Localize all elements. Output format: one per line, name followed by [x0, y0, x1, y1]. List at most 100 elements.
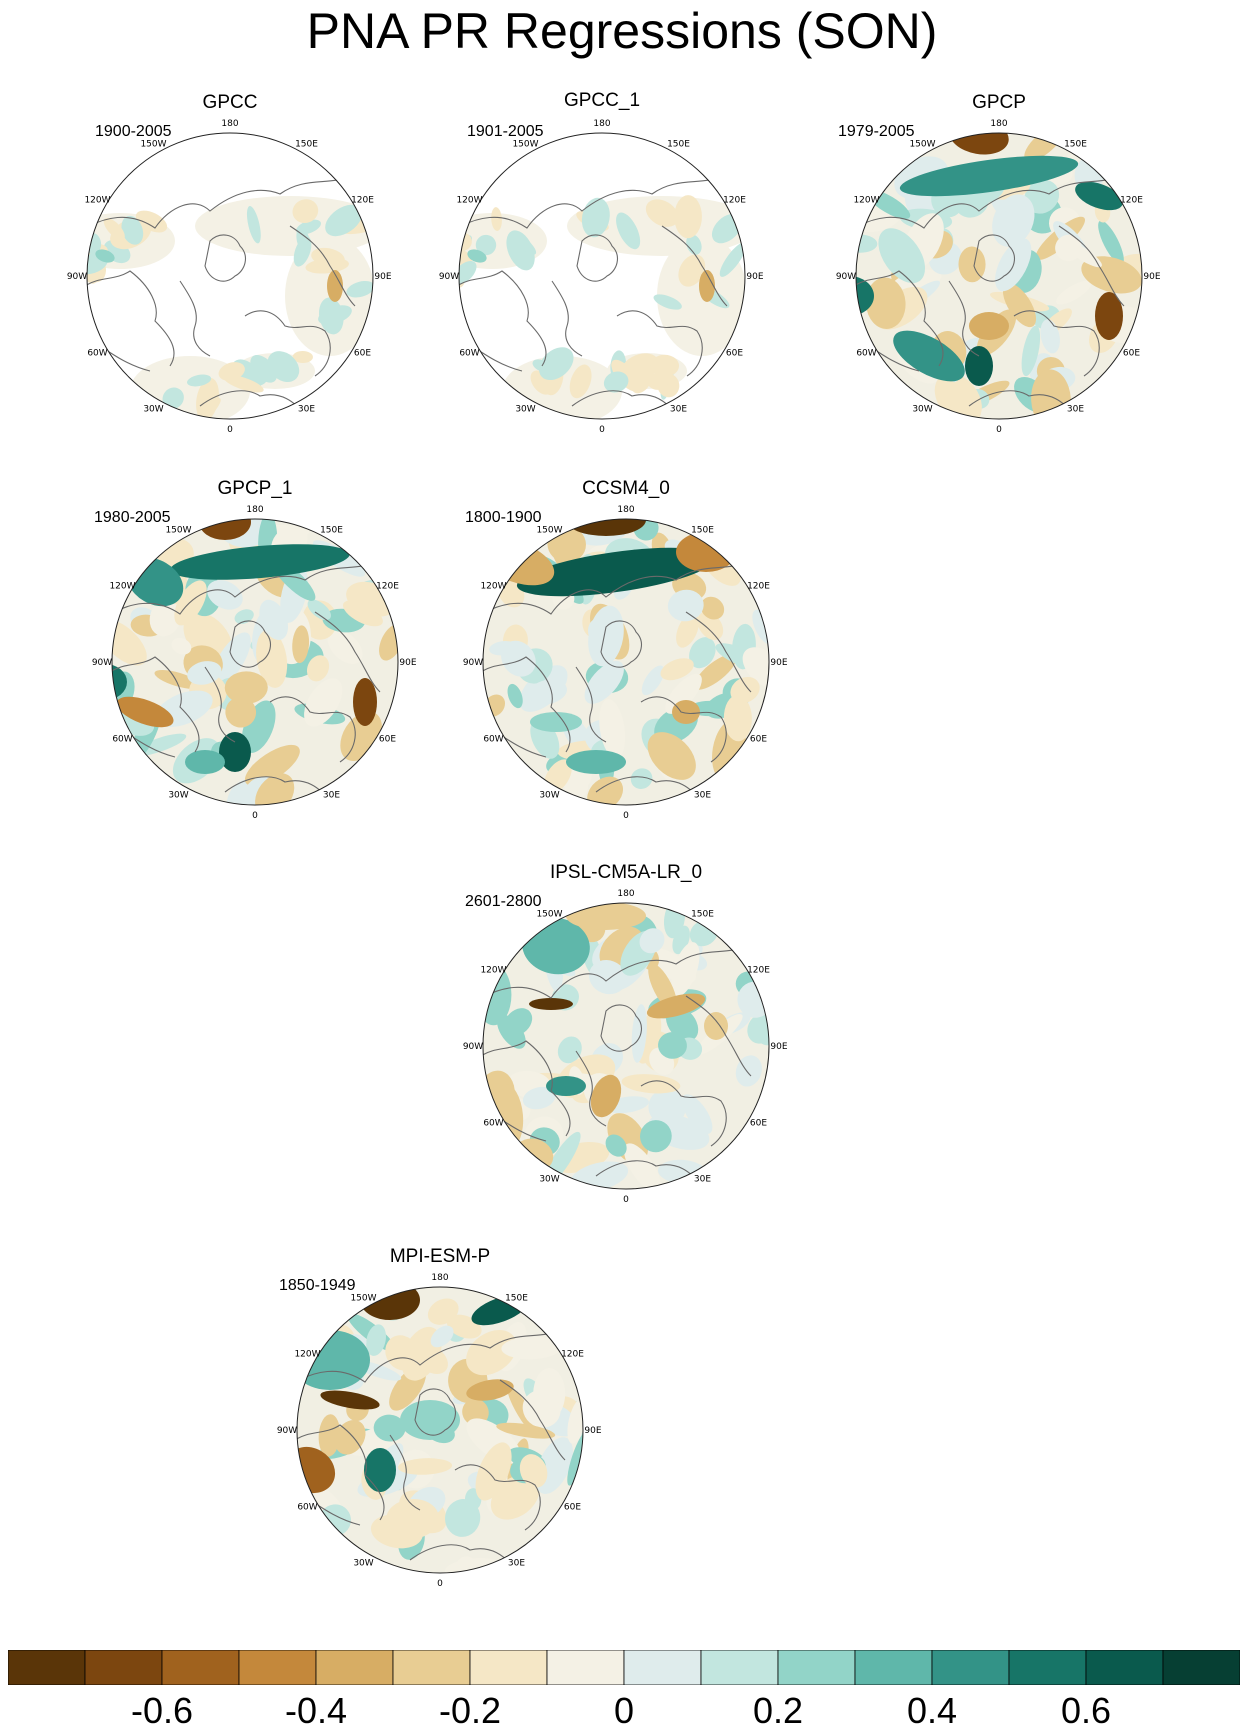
anomaly-patch — [455, 1556, 479, 1573]
longitude-label: 30E — [508, 1559, 525, 1569]
panel-period: 1980-2005 — [94, 509, 171, 526]
longitude-label: 180 — [431, 1273, 448, 1283]
anomaly-patch — [958, 246, 986, 283]
longitude-label: 90W — [836, 272, 856, 282]
longitude-label: 30E — [1067, 405, 1084, 415]
anomaly-patch — [304, 678, 343, 727]
colorbar-tick-label: -0.6 — [130, 1690, 194, 1731]
coastline — [551, 280, 583, 357]
longitude-label: 120E — [723, 196, 746, 206]
panel-period: 1850-1949 — [279, 1277, 356, 1294]
anomaly-patch — [318, 297, 344, 335]
anomaly-patch — [211, 632, 251, 688]
anomaly-patch — [899, 155, 1079, 197]
longitude-label: 30W — [539, 1175, 559, 1185]
anomaly-patch — [185, 750, 225, 774]
longitude-label: 150W — [140, 139, 166, 149]
longitude-label: 30W — [353, 1559, 373, 1569]
anomaly-patch — [256, 629, 288, 688]
coastline — [483, 945, 747, 1002]
anomaly-patch — [730, 676, 760, 704]
longitude-label: 90E — [746, 272, 763, 282]
anomaly-patch — [490, 1474, 540, 1520]
colorbar-swatch — [1085, 1650, 1164, 1685]
longitude-label: 90W — [463, 1042, 483, 1052]
polar-map: 180 150E 120E 90E 60E 30E 0 30W 60W 90W 120W 150W — [836, 119, 1161, 435]
longitude-label: 60E — [726, 349, 743, 359]
anomaly-patch — [1021, 325, 1041, 377]
coastline — [112, 561, 376, 618]
longitude-label: 150W — [536, 525, 562, 535]
anomaly-patch — [103, 218, 125, 240]
anomaly-patch — [674, 195, 702, 239]
panel-title: MPI-ESM-P — [389, 1246, 491, 1267]
map-boundary-circle — [86, 132, 374, 420]
longitude-label: 90E — [399, 658, 416, 668]
panel-period: 2601-2800 — [465, 893, 542, 910]
longitude-label: 30E — [323, 791, 340, 801]
anomaly-patch — [171, 637, 192, 655]
coastline — [576, 234, 618, 282]
map-panel-gpcc: GPCC 1900-2005 180 150E 120E 90E 60E 30E 0 30W 6… — [60, 92, 400, 452]
coastline — [1013, 310, 1100, 377]
longitude-label: 60W — [112, 735, 132, 745]
coastline — [244, 310, 331, 377]
longitude-label: 90E — [770, 658, 787, 668]
anomaly-patch — [507, 683, 523, 709]
anomaly-patch — [373, 1414, 406, 1442]
coastlines — [856, 175, 1125, 417]
anomaly-patch — [557, 1036, 582, 1064]
colorbar-swatch — [84, 1650, 163, 1685]
anomaly-patch — [640, 1120, 672, 1153]
longitude-label: 120W — [456, 196, 482, 206]
longitude-label: 30W — [168, 791, 188, 801]
longitude-label: 60E — [750, 1119, 767, 1129]
anomaly-patch — [704, 1012, 728, 1040]
polar-map: 180 150E 120E 90E 60E 30E 0 30W 60W 90W 120W 150W — [439, 119, 764, 435]
anomaly-patch — [459, 261, 477, 285]
longitude-label: 90E — [1143, 272, 1160, 282]
longitude-label: 90W — [463, 658, 483, 668]
map-boundary-circle — [111, 518, 399, 806]
anomaly-patch — [1095, 292, 1123, 340]
anomaly-patch — [566, 750, 626, 774]
longitude-label: 30E — [298, 405, 315, 415]
coastline — [297, 1424, 385, 1521]
anomaly-patch — [1098, 220, 1124, 265]
panel-title: GPCC_1 — [563, 90, 641, 111]
anomaly-patch — [658, 1032, 687, 1059]
longitude-label: 120E — [376, 582, 399, 592]
anomaly-patch — [334, 1419, 366, 1455]
longitude-label: 0 — [437, 1579, 443, 1589]
longitude-label: 150W — [536, 909, 562, 919]
map-boundary-circle — [482, 902, 770, 1190]
anomaly-patch — [496, 1422, 556, 1439]
colorbar-tick-label: -0.4 — [284, 1690, 348, 1731]
anomaly-patch — [504, 1008, 533, 1036]
anomaly-patch — [528, 679, 568, 705]
anomaly-patch — [522, 1086, 556, 1110]
anomaly-patch — [296, 227, 310, 253]
anomaly-patch — [588, 960, 627, 995]
anomaly-patch — [306, 655, 330, 682]
longitude-label: 180 — [221, 119, 238, 129]
coastline — [297, 1329, 561, 1386]
longitude-label: 90E — [374, 272, 391, 282]
field-layer — [856, 133, 1142, 419]
longitude-label: 120W — [480, 966, 506, 976]
anomaly-patch — [529, 998, 573, 1010]
anomaly-patch — [112, 619, 147, 666]
longitude-label: 180 — [246, 505, 263, 515]
longitude-label: 0 — [599, 425, 605, 435]
polar-map: 180 150E 120E 90E 60E 30E 0 30W 60W 90W 120W 150W — [92, 505, 417, 821]
longitude-label: 120E — [747, 582, 770, 592]
map-panel-ccsm4-0: CCSM4_0 1800-1900 180 150E 120E 90E 60E 30E 0 3… — [456, 478, 796, 838]
longitude-label: 60E — [354, 349, 371, 359]
anomaly-patch — [259, 599, 289, 640]
anomaly-patch — [878, 228, 926, 284]
longitude-label: 90E — [584, 1426, 601, 1436]
anomaly-patch — [466, 1379, 514, 1401]
longitude-label: 90W — [67, 272, 87, 282]
longitude-label: 60W — [483, 735, 503, 745]
anomaly-patch — [154, 669, 201, 689]
